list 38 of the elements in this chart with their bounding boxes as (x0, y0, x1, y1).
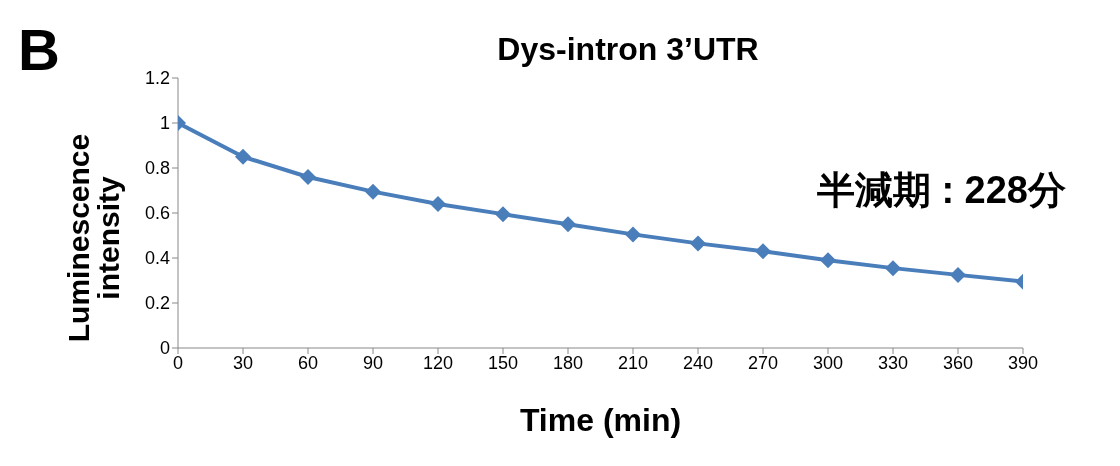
point (365, 183, 381, 200)
x-tick-label: 90 (362, 352, 384, 373)
point (300, 169, 316, 185)
point (560, 216, 576, 233)
point (235, 148, 251, 165)
point (820, 252, 836, 269)
y-tick-label: 0 (159, 338, 170, 359)
point (755, 243, 771, 260)
annotation: 半減期 : 228分 (816, 169, 1066, 211)
x-tick-label: 300 (812, 352, 844, 373)
x-tick-label: 210 (617, 352, 649, 373)
point (495, 206, 511, 223)
y-tick-label: 0.8 (144, 158, 170, 179)
x-tick-label: 0 (172, 352, 184, 373)
x-tick-label: 270 (747, 352, 779, 373)
x-tick-label: 240 (682, 352, 714, 373)
point (950, 266, 966, 283)
x-tick-label: 330 (877, 352, 909, 373)
x-tick-label: 120 (422, 352, 454, 373)
y-axis-title: Luminescence intensity (62, 133, 125, 343)
chart-title: Dys-intron 3’UTR (497, 31, 759, 67)
x-tick-label: 150 (487, 352, 519, 373)
y-tick-label: 0.4 (144, 248, 170, 269)
y-tick-label: 1 (159, 113, 170, 134)
x-tick-label: 360 (942, 352, 974, 373)
y-tick-label: 1.2 (144, 68, 170, 89)
point (625, 226, 641, 243)
x-axis-title: Time (min) (519, 401, 682, 438)
x-tick-label: 390 (1007, 352, 1039, 373)
x-tick-label: 30 (232, 352, 254, 373)
point (885, 260, 901, 277)
y-tick-label: 0.2 (144, 293, 170, 314)
y-tick-label: 0.6 (144, 203, 170, 224)
text: B (18, 17, 60, 82)
point (690, 235, 706, 252)
x-tick-label: 180 (552, 352, 584, 373)
x-tick-label: 60 (297, 352, 319, 373)
point (430, 196, 446, 212)
